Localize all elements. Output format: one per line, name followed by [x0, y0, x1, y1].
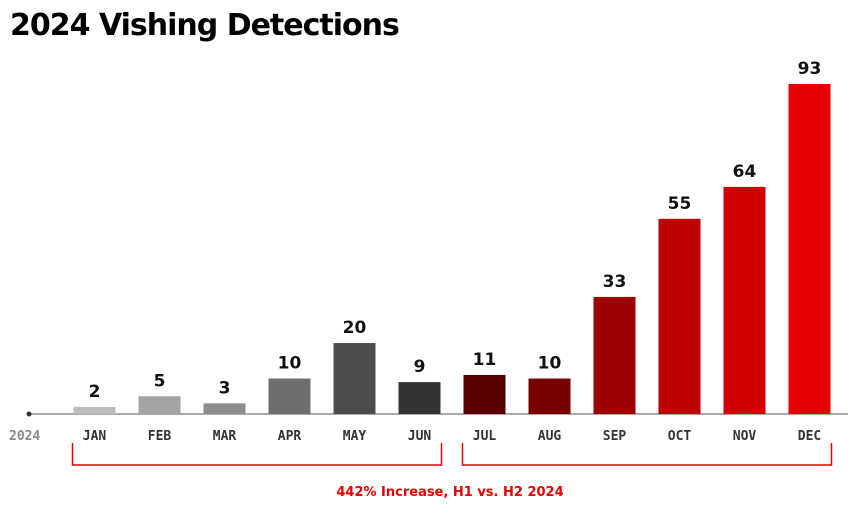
- bar-value-jan: 2: [89, 382, 101, 402]
- bar-value-oct: 55: [668, 194, 692, 214]
- bar-value-mar: 3: [219, 378, 231, 398]
- tick-label-apr: APR: [278, 429, 302, 444]
- x-axis-year-label: 2024: [9, 429, 40, 444]
- bar-dec: [788, 84, 831, 414]
- tick-label-mar: MAR: [213, 429, 237, 444]
- increase-annotation: 442% Increase, H1 vs. H2 2024: [336, 485, 564, 500]
- bracket-h2: [461, 443, 833, 466]
- chart-title: 2024 Vishing Detections: [10, 8, 400, 43]
- bar-may: [333, 343, 376, 414]
- tick-label-feb: FEB: [148, 429, 172, 444]
- bar-aug: [528, 378, 571, 414]
- tick-label-may: MAY: [343, 429, 367, 444]
- tick-label-nov: NOV: [733, 429, 757, 444]
- axis-origin-dot: [26, 411, 32, 417]
- bar-jan: [73, 406, 116, 414]
- bar-value-nov: 64: [733, 162, 757, 182]
- bar-oct: [658, 218, 701, 414]
- bar-apr: [268, 378, 311, 414]
- tick-label-aug: AUG: [538, 429, 562, 444]
- bar-value-feb: 5: [154, 371, 166, 391]
- bar-value-sep: 33: [603, 272, 627, 292]
- bar-nov: [723, 186, 766, 414]
- tick-label-jan: JAN: [83, 429, 107, 444]
- tick-label-dec: DEC: [798, 429, 821, 444]
- bar-jul: [463, 374, 506, 414]
- bar-feb: [138, 396, 181, 414]
- bracket-h1: [71, 443, 443, 466]
- tick-label-oct: OCT: [668, 429, 692, 444]
- tick-label-jun: JUN: [408, 429, 432, 444]
- bar-sep: [593, 296, 636, 414]
- bar-jun: [398, 382, 441, 414]
- tick-label-sep: SEP: [603, 429, 627, 444]
- bar-value-dec: 93: [798, 59, 822, 79]
- bar-value-jul: 11: [473, 350, 497, 370]
- bar-value-jun: 9: [414, 357, 426, 377]
- bar-value-apr: 10: [278, 354, 302, 374]
- tick-label-jul: JUL: [473, 429, 497, 444]
- bar-value-may: 20: [343, 318, 367, 338]
- bar-value-aug: 10: [538, 354, 562, 374]
- bar-mar: [203, 403, 246, 414]
